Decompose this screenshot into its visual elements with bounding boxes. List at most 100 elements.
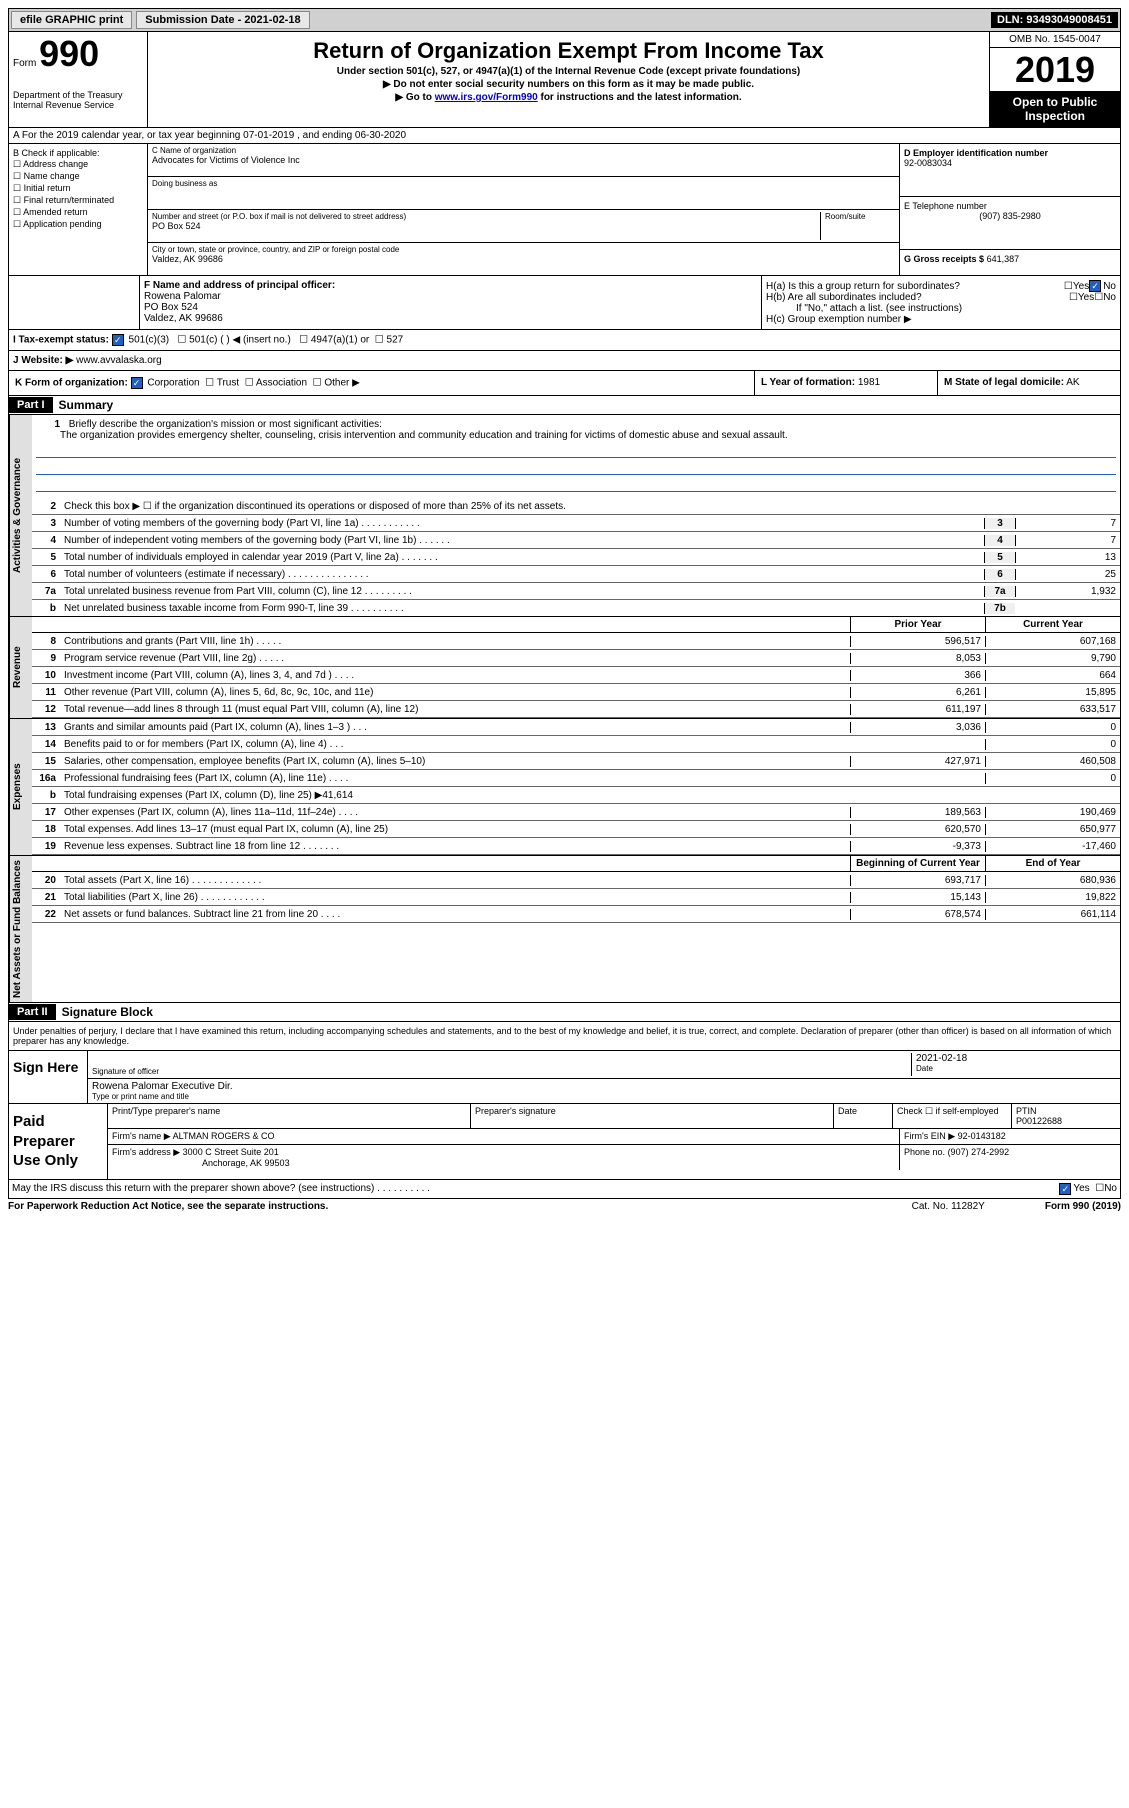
initial-return-checkbox[interactable]: ☐ Initial return	[13, 183, 143, 194]
hb-note: If "No," attach a list. (see instruction…	[766, 303, 1116, 314]
line5-value: 13	[1015, 552, 1120, 563]
firm-ein-label: Firm's EIN ▶	[904, 1131, 955, 1141]
signature-date: 2021-02-18	[916, 1053, 1116, 1064]
firm-addr2: Anchorage, AK 99503	[112, 1158, 290, 1168]
footer: For Paperwork Reduction Act Notice, see …	[8, 1199, 1121, 1214]
m-value: AK	[1066, 377, 1079, 388]
firm-name: ALTMAN ROGERS & CO	[173, 1131, 275, 1141]
column-b: B Check if applicable: ☐ Address change …	[9, 144, 148, 275]
city-label: City or town, state or province, country…	[152, 245, 895, 254]
header-center: Return of Organization Exempt From Incom…	[148, 32, 989, 127]
part1-bar: Part I Summary	[8, 396, 1121, 415]
firm-name-label: Firm's name ▶	[112, 1131, 171, 1141]
line6-text: Total number of volunteers (estimate if …	[62, 568, 984, 581]
firm-phone-label: Phone no.	[904, 1147, 945, 1157]
part2-label: Part II	[9, 1004, 56, 1020]
signature-officer-label: Signature of officer	[92, 1067, 911, 1076]
date-label: Date	[916, 1064, 1116, 1073]
527-checkbox[interactable]: 527	[387, 335, 404, 346]
section-f-h: F Name and address of principal officer:…	[8, 276, 1121, 330]
i-label: I Tax-exempt status:	[13, 335, 109, 346]
hb-yes-checkbox[interactable]: ☐Yes	[1069, 292, 1094, 303]
current-year-header: Current Year	[985, 617, 1120, 632]
instructions-note: ▶ Go to www.irs.gov/Form990 for instruct…	[152, 92, 985, 103]
firm-ein: 92-0143182	[958, 1131, 1006, 1141]
l-label: L Year of formation:	[761, 377, 855, 388]
vert-netassets: Net Assets or Fund Balances	[9, 856, 32, 1002]
form-subtitle: Under section 501(c), 527, or 4947(a)(1)…	[152, 66, 985, 77]
trust-checkbox[interactable]: Trust	[217, 378, 239, 389]
header-left: Form 990 Department of the Treasury Inte…	[9, 32, 148, 127]
b-label: B Check if applicable:	[13, 148, 143, 158]
firm-phone: (907) 274-2992	[948, 1147, 1010, 1157]
street-value: PO Box 524	[152, 221, 820, 231]
department-label: Department of the Treasury Internal Reve…	[13, 90, 143, 110]
officer-print-name: Rowena Palomar Executive Dir.	[92, 1081, 233, 1092]
other-checkbox[interactable]: Other ▶	[324, 378, 359, 389]
j-label: J Website: ▶	[13, 355, 73, 366]
form-title: Return of Organization Exempt From Incom…	[152, 38, 985, 64]
activities-governance-section: Activities & Governance 1 Briefly descri…	[8, 415, 1121, 617]
form-version: Form 990 (2019)	[1045, 1201, 1121, 1212]
discuss-yes-checkbox[interactable]	[1059, 1183, 1071, 1195]
association-checkbox[interactable]: Association	[256, 378, 307, 389]
ha-yes-checkbox[interactable]: ☐Yes	[1064, 281, 1089, 292]
row-a-tax-year: A For the 2019 calendar year, or tax yea…	[8, 128, 1121, 144]
name-change-checkbox[interactable]: ☐ Name change	[13, 171, 143, 182]
4947a1[interactable]: 4947(a)(1) or	[311, 335, 369, 346]
expenses-section: Expenses 13Grants and similar amounts pa…	[8, 719, 1121, 856]
501c-other[interactable]: 501(c) ( ) ◀ (insert no.)	[189, 335, 291, 346]
street-label: Number and street (or P.O. box if mail i…	[152, 212, 820, 221]
room-label: Room/suite	[825, 212, 895, 221]
column-c: C Name of organization Advocates for Vic…	[148, 144, 900, 275]
ha-label: H(a) Is this a group return for subordin…	[766, 281, 1064, 292]
self-employed-check[interactable]: Check ☐ if self-employed	[893, 1104, 1012, 1128]
column-de: D Employer identification number 92-0083…	[900, 144, 1120, 275]
line4-text: Number of independent voting members of …	[62, 534, 984, 547]
paid-preparer-label: Paid Preparer Use Only	[9, 1104, 108, 1179]
vert-activities: Activities & Governance	[9, 415, 32, 616]
website-row: J Website: ▶ www.avvalaska.org	[8, 351, 1121, 371]
klm-row: K Form of organization: Corporation ☐ Tr…	[8, 371, 1121, 396]
line4-value: 7	[1015, 535, 1120, 546]
print-name-label: Type or print name and title	[92, 1092, 233, 1101]
mission-text: The organization provides emergency shel…	[36, 430, 1116, 441]
part2-bar: Part II Signature Block	[8, 1003, 1121, 1022]
hb-no-checkbox[interactable]: ☐No	[1094, 292, 1116, 303]
officer-label: F Name and address of principal officer:	[144, 280, 757, 291]
l-value: 1981	[858, 377, 880, 388]
application-pending-checkbox[interactable]: ☐ Application pending	[13, 219, 143, 230]
efile-print-button[interactable]: efile GRAPHIC print	[11, 11, 132, 29]
line3-text: Number of voting members of the governin…	[62, 517, 984, 530]
phone-label: E Telephone number	[904, 201, 1116, 211]
phone-value: (907) 835-2980	[904, 211, 1116, 221]
amended-return-checkbox[interactable]: ☐ Amended return	[13, 207, 143, 218]
org-name-label: C Name of organization	[152, 146, 895, 155]
discuss-row: May the IRS discuss this return with the…	[8, 1180, 1121, 1199]
submission-date-button[interactable]: Submission Date - 2021-02-18	[136, 11, 309, 29]
discuss-no-checkbox[interactable]: ☐	[1095, 1183, 1104, 1194]
catalog-number: Cat. No. 11282Y	[912, 1201, 985, 1212]
final-return-checkbox[interactable]: ☐ Final return/terminated	[13, 195, 143, 206]
gross-receipts-label: G Gross receipts $	[904, 254, 984, 264]
eoy-header: End of Year	[985, 856, 1120, 871]
k-label: K Form of organization:	[15, 378, 128, 389]
form-header: Form 990 Department of the Treasury Inte…	[8, 32, 1121, 128]
ptin-label: PTIN	[1016, 1106, 1116, 1116]
hb-label: H(b) Are all subordinates included?	[766, 292, 1069, 303]
line2-text: Check this box ▶ ☐ if the organization d…	[62, 500, 1120, 513]
line5-text: Total number of individuals employed in …	[62, 551, 984, 564]
address-change-checkbox[interactable]: ☐ Address change	[13, 159, 143, 170]
vert-revenue: Revenue	[9, 617, 32, 718]
irs-link[interactable]: www.irs.gov/Form990	[435, 92, 538, 103]
ssn-note: ▶ Do not enter social security numbers o…	[152, 79, 985, 90]
net-assets-section: Net Assets or Fund Balances Beginning of…	[8, 856, 1121, 1003]
part1-title: Summary	[53, 396, 120, 414]
preparer-name-label: Print/Type preparer's name	[108, 1104, 471, 1128]
tax-status-row: I Tax-exempt status: 501(c)(3) ☐ 501(c) …	[8, 330, 1121, 351]
corporation-checkbox[interactable]	[131, 377, 143, 389]
revenue-section: Revenue Prior Year Current Year 8Contrib…	[8, 617, 1121, 719]
dln-label: DLN: 93493049008451	[991, 12, 1118, 28]
ha-no-checkbox[interactable]	[1089, 280, 1101, 292]
501c3-checkbox[interactable]	[112, 334, 124, 346]
